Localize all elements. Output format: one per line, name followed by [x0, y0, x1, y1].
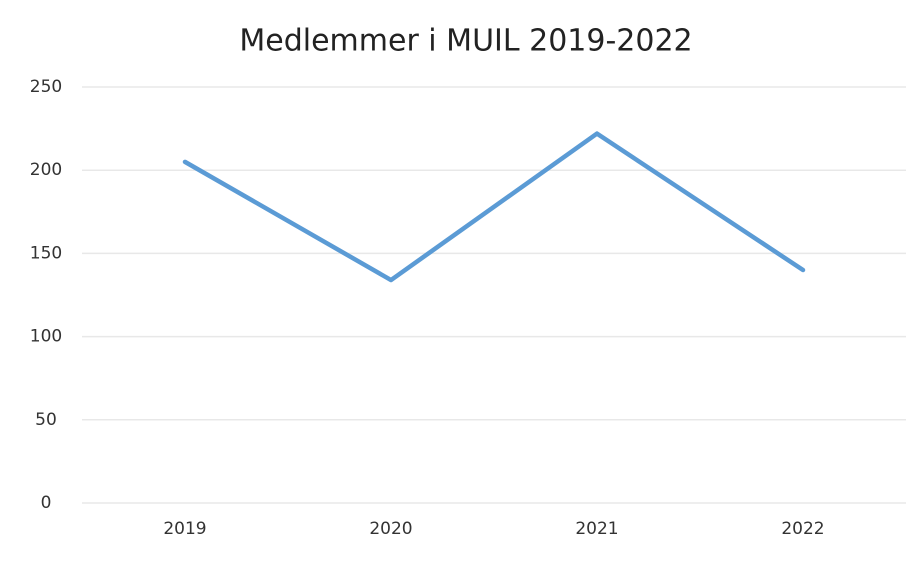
y-tick-label: 250	[30, 77, 62, 97]
y-tick-label: 150	[30, 243, 62, 263]
y-tick-label: 0	[41, 493, 52, 513]
y-tick-label: 50	[35, 410, 57, 430]
chart-title: Medlemmer i MUIL 2019-2022	[239, 24, 692, 59]
data-line	[182, 131, 806, 283]
x-tick-label: 2019	[163, 519, 206, 539]
x-tick-label: 2022	[781, 519, 824, 539]
y-tick-label: 200	[30, 160, 62, 180]
y-tick-label: 100	[30, 327, 62, 347]
x-tick-label: 2021	[575, 519, 618, 539]
x-tick-label: 2020	[369, 519, 412, 539]
